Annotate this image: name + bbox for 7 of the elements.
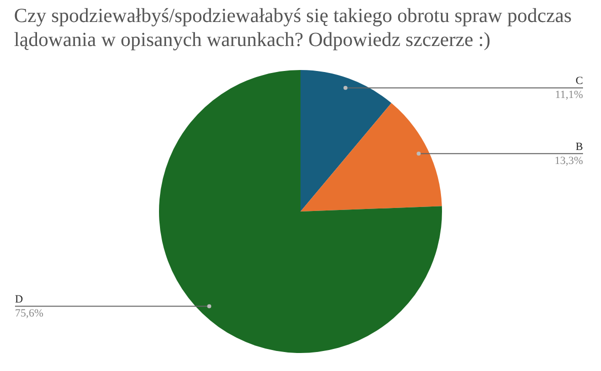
data-label: 13,3% [554,154,583,167]
data-label: 11,1% [554,89,583,102]
slice-label: C [576,75,583,88]
slice-label: D [15,294,23,306]
chart-title: Czy spodziewałbyś/spodziewałabyś się takiego obrotu spraw podczas lądowania w opisanych warunkach? Odpowiedz szczerze :) [14,4,573,52]
data-label: 75,6% [15,308,44,320]
slice-label: B [576,140,583,153]
